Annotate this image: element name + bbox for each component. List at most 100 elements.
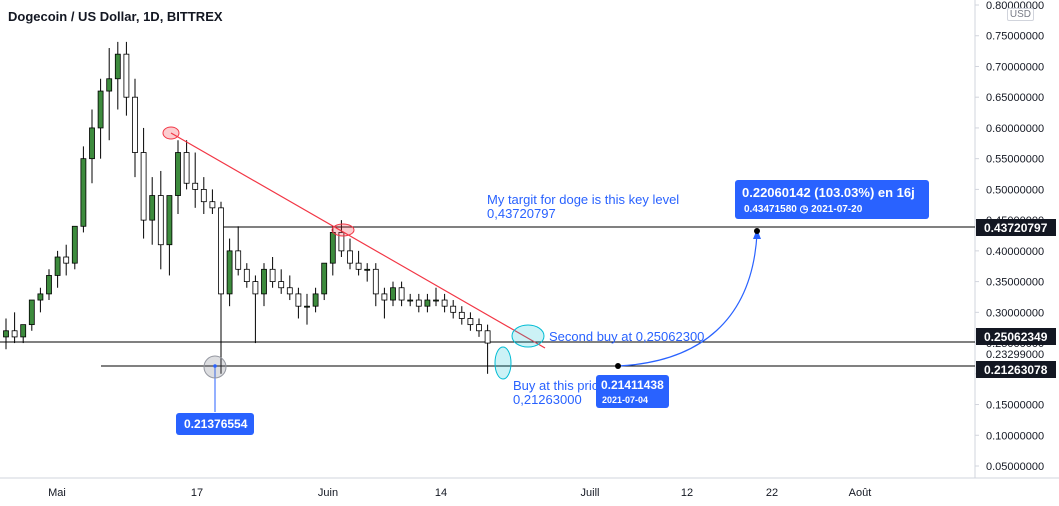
- x-tick-label: 14: [435, 487, 447, 499]
- candle-body[interactable]: [338, 232, 345, 252]
- chart-title: Dogecoin / US Dollar, 1D, BITTREX: [8, 9, 223, 24]
- candle-body[interactable]: [424, 299, 431, 307]
- y-tick-label: 0.60000000: [986, 123, 1044, 135]
- price-label-other: 0.23299000: [986, 349, 1044, 361]
- candle-body[interactable]: [467, 318, 474, 326]
- candle-body[interactable]: [89, 127, 95, 160]
- candle-body[interactable]: [54, 256, 61, 276]
- candle-body[interactable]: [20, 324, 27, 338]
- projection-start-point[interactable]: [615, 363, 621, 369]
- candle-body[interactable]: [166, 195, 173, 246]
- measure-label-box[interactable]: 0.22060142 (103.03%) en 16j 0.43471580 ◷…: [735, 180, 929, 219]
- candle-body[interactable]: [295, 293, 302, 307]
- trend-point-2[interactable]: [331, 223, 355, 237]
- candle-body[interactable]: [11, 330, 18, 338]
- candle-body[interactable]: [243, 268, 250, 283]
- y-tick-label: 0.55000000: [986, 154, 1044, 166]
- y-tick-label: 0.30000000: [986, 307, 1044, 319]
- candle-body[interactable]: [269, 268, 276, 283]
- candle-body[interactable]: [484, 330, 491, 344]
- candle-body[interactable]: [71, 225, 78, 264]
- y-tick-label: 0.10000000: [986, 430, 1044, 442]
- candle-body[interactable]: [381, 293, 388, 301]
- candle-body[interactable]: [192, 182, 199, 190]
- candle-body[interactable]: [114, 53, 121, 80]
- candle-body[interactable]: [398, 287, 405, 301]
- x-tick-label: 22: [766, 487, 778, 499]
- y-tick-label: 0.35000000: [986, 277, 1044, 289]
- x-tick-label: Juin: [318, 487, 338, 499]
- candle-body[interactable]: [235, 250, 242, 270]
- candle-body[interactable]: [63, 256, 70, 264]
- y-tick-label: 0.15000000: [986, 400, 1044, 412]
- candle-body[interactable]: [364, 268, 371, 271]
- x-tick-label: Mai: [48, 487, 66, 499]
- measure-sublabel: 0.43471580 ◷ 2021-07-20: [744, 204, 863, 215]
- candle-body[interactable]: [132, 96, 138, 153]
- y-tick-label: 0.50000000: [986, 184, 1044, 196]
- y-tick-label: 0.70000000: [986, 61, 1044, 73]
- candle-body[interactable]: [37, 293, 44, 301]
- second-buy-highlight[interactable]: [511, 324, 545, 348]
- candle-body[interactable]: [304, 305, 310, 308]
- candle-body[interactable]: [347, 250, 353, 264]
- candle-body[interactable]: [415, 299, 422, 307]
- trend-point-1[interactable]: [162, 126, 180, 140]
- candle-body[interactable]: [209, 201, 216, 209]
- candle-body[interactable]: [97, 90, 104, 129]
- candle-body[interactable]: [261, 268, 267, 295]
- buy-highlight[interactable]: [494, 346, 512, 380]
- candle-body[interactable]: [458, 311, 465, 319]
- candle-body[interactable]: [329, 232, 336, 264]
- price-label-buy-level[interactable]: 0.21263078: [976, 361, 1056, 378]
- candle-body[interactable]: [175, 152, 181, 196]
- candle-body[interactable]: [278, 281, 285, 289]
- candle-body[interactable]: [390, 287, 396, 301]
- candle-body[interactable]: [28, 299, 35, 326]
- price-label-key-level[interactable]: 0.43720797: [976, 219, 1056, 236]
- y-axis-ticks[interactable]: 0.800000000.750000000.700000000.65000000…: [975, 0, 1044, 473]
- candle-body[interactable]: [46, 275, 52, 295]
- candle-body[interactable]: [3, 330, 9, 338]
- candle-body[interactable]: [286, 287, 293, 295]
- candle-body[interactable]: [149, 195, 156, 221]
- candle-body[interactable]: [226, 250, 233, 295]
- candle-body[interactable]: [441, 299, 448, 307]
- candle-body[interactable]: [312, 293, 319, 307]
- candle-body[interactable]: [450, 305, 457, 313]
- y-tick-label: 0.75000000: [986, 31, 1044, 43]
- projection-end-point[interactable]: [754, 228, 760, 234]
- svg-text:0.43720797: 0.43720797: [984, 221, 1048, 235]
- candle-body[interactable]: [183, 152, 190, 184]
- candle-body[interactable]: [140, 152, 147, 221]
- candle-body[interactable]: [433, 299, 439, 302]
- candle-body[interactable]: [252, 281, 259, 295]
- x-tick-label: Août: [849, 487, 872, 499]
- candle-body[interactable]: [106, 78, 113, 92]
- price-label-second-buy[interactable]: 0.25062349: [976, 328, 1056, 345]
- y-tick-label: 0.65000000: [986, 92, 1044, 104]
- candle-body[interactable]: [123, 53, 130, 98]
- trendline[interactable]: [170, 132, 546, 349]
- projection-arrow[interactable]: [617, 233, 758, 367]
- target-text-line1: My targit for doge is this key level: [487, 192, 679, 207]
- low-label-box[interactable]: 0.21376554: [176, 413, 254, 435]
- candle-body[interactable]: [372, 268, 379, 295]
- candle-body[interactable]: [80, 158, 87, 227]
- second-buy-text: Second buy at 0,25062300: [549, 329, 704, 344]
- candle-body[interactable]: [355, 262, 362, 270]
- candle-body[interactable]: [476, 324, 482, 332]
- candle-body[interactable]: [407, 299, 414, 302]
- target-text-line2: 0,43720797: [487, 206, 556, 221]
- candle-body[interactable]: [218, 207, 224, 295]
- candle-body[interactable]: [157, 195, 164, 246]
- currency-badge[interactable]: USD: [1006, 8, 1034, 21]
- y-tick-label: 0.40000000: [986, 246, 1044, 258]
- candle-body[interactable]: [321, 262, 328, 295]
- x-axis-ticks[interactable]: Mai 17 Juin 14 Juill 12 22 Août: [48, 487, 871, 499]
- candlestick-series[interactable]: [3, 41, 491, 374]
- point-label-box[interactable]: 0.21411438 2021-07-04: [596, 375, 669, 408]
- point-label: 0.21411438: [601, 378, 664, 392]
- candle-body[interactable]: [200, 188, 207, 203]
